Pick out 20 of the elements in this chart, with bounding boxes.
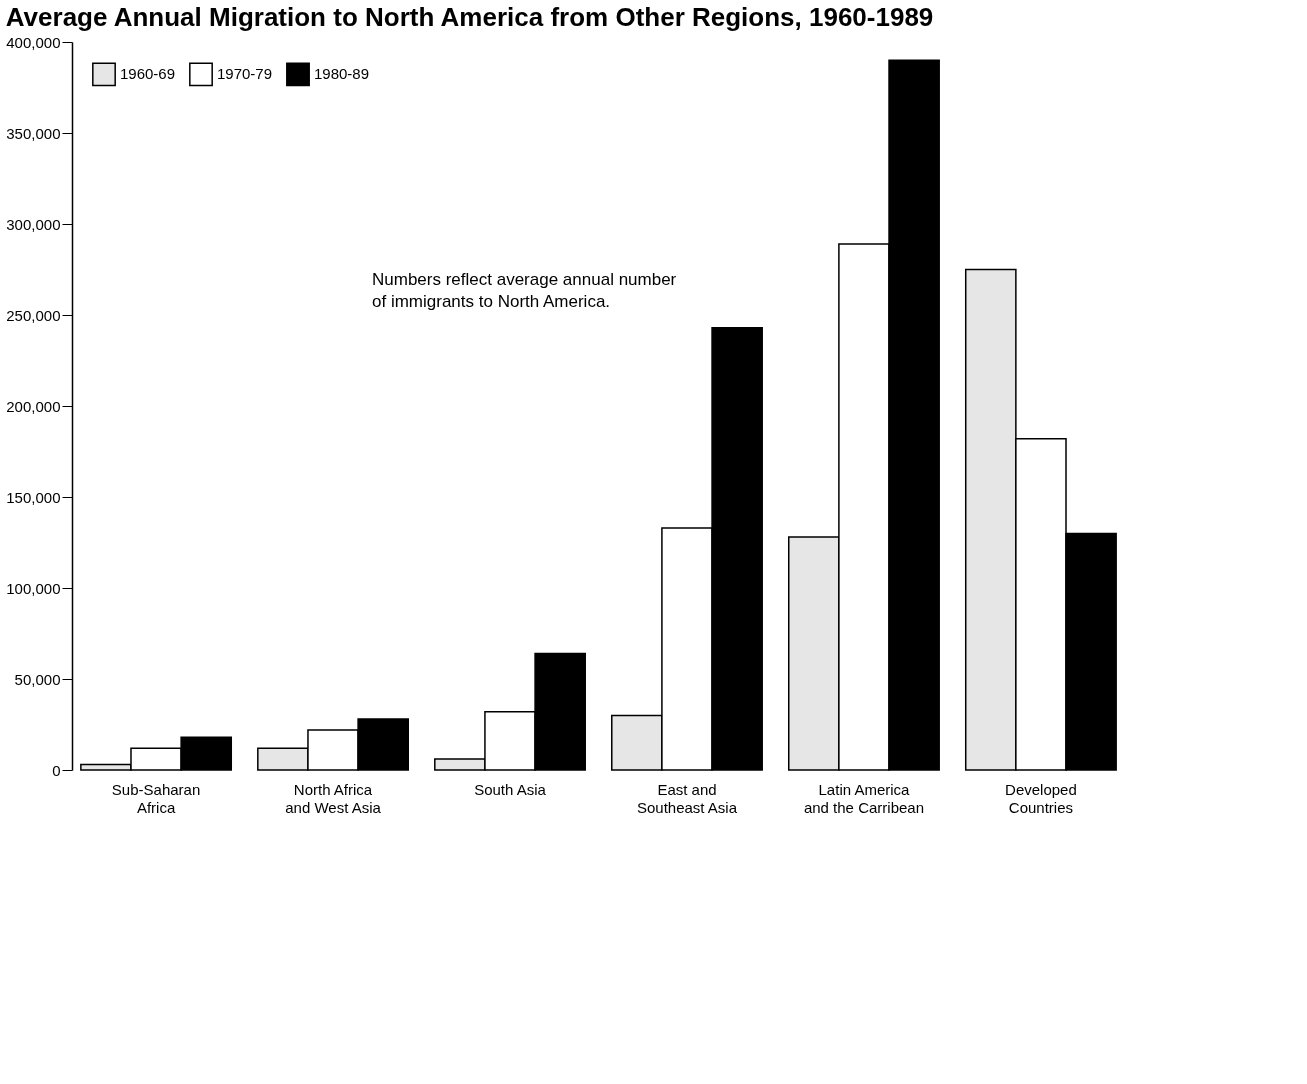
y-tick-label: 400,000 xyxy=(6,33,61,51)
y-tick-label: 50,000 xyxy=(14,670,61,688)
x-tick-label: Latin America and the Carribean xyxy=(803,780,925,816)
y-tick-label: 300,000 xyxy=(6,215,61,233)
annotation: Numbers reflect average annual number of immigrants to North America. xyxy=(372,270,677,311)
y-tick-label: 350,000 xyxy=(6,124,61,142)
legend-label: 1960-69 xyxy=(120,65,176,83)
y-tick-label: 200,000 xyxy=(6,397,61,415)
x-tick-label: Sub-Saharan Africa xyxy=(111,780,201,816)
chart-title: Average Annual Migration to North America from Other Regions, 1960-1989 xyxy=(5,2,934,32)
x-tick-label: South Asia xyxy=(474,780,547,798)
y-tick-label: 250,000 xyxy=(6,306,61,324)
x-tick-label: Developed Countries xyxy=(1005,780,1077,816)
y-tick-label: 0 xyxy=(52,761,61,779)
x-tick-label: East and Southeast Asia xyxy=(636,780,738,816)
y-tick-label: 150,000 xyxy=(6,488,61,506)
legend-label: 1980-89 xyxy=(314,65,370,83)
legend-label: 1970-79 xyxy=(217,65,273,83)
x-tick-label: North Africa and West Asia xyxy=(285,780,382,816)
y-tick-label: 100,000 xyxy=(6,579,61,597)
